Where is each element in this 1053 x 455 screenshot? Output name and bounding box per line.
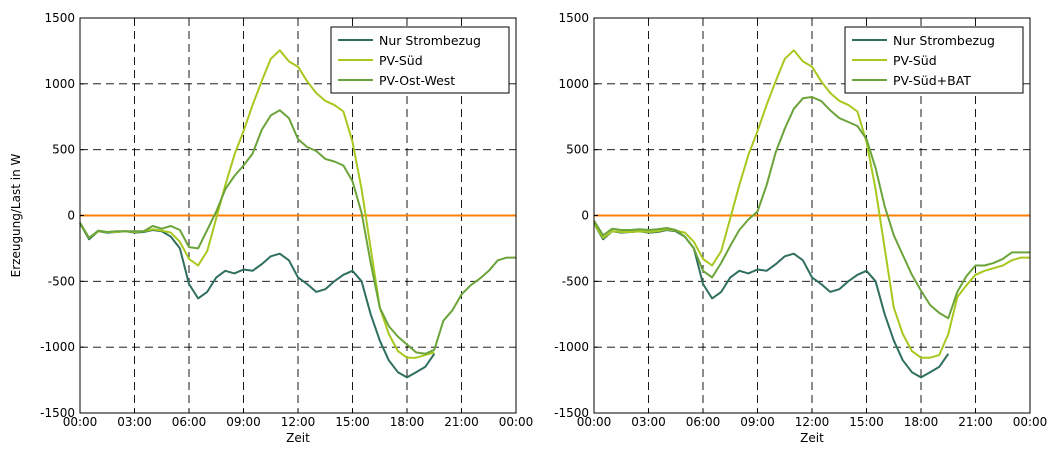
y-tick-label: -1500 (40, 406, 75, 420)
x-tick-label: 15:00 (849, 415, 884, 429)
x-tick-label: 00:00 (499, 415, 534, 429)
y-tick-label: -1000 (554, 340, 589, 354)
y-tick-label: 1000 (558, 77, 589, 91)
y-tick-label: 500 (566, 143, 589, 157)
y-tick-label: -1000 (40, 340, 75, 354)
x-tick-label: 09:00 (226, 415, 261, 429)
x-tick-label: 00:00 (63, 415, 98, 429)
legend-label: PV-Süd (893, 53, 937, 68)
x-tick-label: 00:00 (1013, 415, 1048, 429)
y-tick-label: 1000 (44, 77, 75, 91)
y-tick-label: -500 (562, 274, 589, 288)
y-tick-label: 0 (67, 209, 75, 223)
series-line-3 (79, 109, 516, 355)
x-tick-label: 12:00 (795, 415, 830, 429)
x-tick-label: 09:00 (740, 415, 775, 429)
x-tick-label: 21:00 (444, 415, 479, 429)
y-tick-label: 1500 (44, 11, 75, 25)
y-tick-label: -500 (48, 274, 75, 288)
x-tick-label: 18:00 (390, 415, 425, 429)
x-tick-label: 00:00 (577, 415, 612, 429)
x-tick-label: 15:00 (335, 415, 370, 429)
y-tick-label: 0 (581, 209, 589, 223)
series-line-2 (593, 49, 1030, 359)
y-tick-label: -1500 (554, 406, 589, 420)
x-tick-label: 03:00 (117, 415, 152, 429)
x-tick-label: 21:00 (958, 415, 993, 429)
y-axis-label: Erzeugung/Last in W (9, 154, 23, 278)
legend-label: Nur Strombezug (379, 33, 481, 48)
x-tick-label: 06:00 (172, 415, 207, 429)
y-tick-label: 500 (52, 143, 75, 157)
x-tick-label: 03:00 (631, 415, 666, 429)
x-axis-label: Zeit (800, 431, 824, 445)
legend-label: Nur Strombezug (893, 33, 995, 48)
x-axis-label: Zeit (286, 431, 310, 445)
x-tick-label: 18:00 (904, 415, 939, 429)
right-chart: 00:00 03:00 06:00 09:00 12:00 15:00 18:00 21:00… (554, 11, 1047, 445)
y-tick-label: 1500 (558, 11, 589, 25)
x-tick-label: 12:00 (281, 415, 316, 429)
legend-label: PV-Süd+BAT (893, 73, 971, 88)
legend-label: PV-Süd (379, 53, 423, 68)
left-chart: 00:00 03:00 06:00 09:00 12:00 15:00 18:00 21:00… (9, 11, 533, 445)
series-line-3 (593, 96, 1030, 320)
legend-label: PV-Ost-West (379, 73, 455, 88)
x-tick-label: 06:00 (686, 415, 721, 429)
